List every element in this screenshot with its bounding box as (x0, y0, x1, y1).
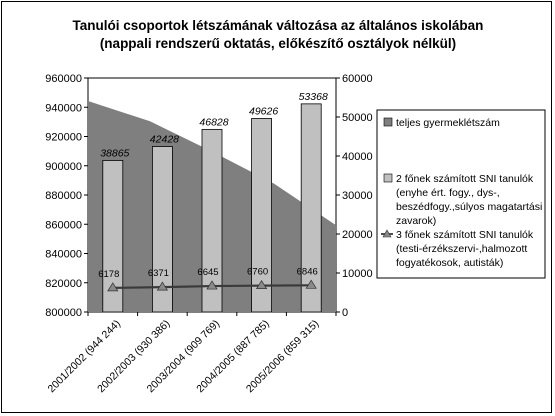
left-tick-label: 860000 (45, 219, 82, 231)
legend: teljes gyermeklétszám 2 főnek számított … (376, 109, 546, 279)
right-tick-label: 30000 (342, 190, 373, 202)
line-marker (305, 279, 317, 289)
left-tick-label: 880000 (45, 190, 82, 202)
line-marker (255, 279, 268, 289)
bar (102, 160, 124, 313)
legend-line-line-3: fogyatékosok, autisták) (396, 257, 503, 269)
bar-data-label: 53368 (299, 91, 328, 103)
left-tick-label: 900000 (45, 161, 82, 173)
bar (251, 118, 273, 313)
line-data-label: 6371 (148, 268, 169, 279)
chart-title: Tanulói csoportok létszámának változása … (73, 18, 484, 33)
left-tick-label: 960000 (45, 73, 82, 85)
right-tick-label: 20000 (342, 229, 373, 241)
left-tick-label: 840000 (45, 249, 82, 261)
line-data-label: 6846 (297, 266, 318, 277)
right-axis-ticks: 0 10000 20000 30000 40000 50000 60000 (336, 73, 373, 319)
line-marker (206, 280, 218, 290)
legend-bar-line-2: (enyhe ért. fogy., dys-, (396, 187, 500, 199)
right-tick-label: 0 (342, 307, 348, 319)
legend-label-bar: 2 főnek számított SNI tanulók (enyhe ért… (396, 173, 545, 227)
line-marker (156, 281, 169, 291)
data-labels-layer: 38865 42428 46828 49626 53368 6178 6371 6645 676… (98, 91, 328, 280)
legend-line-line-1: 3 főnek számított SNI tanulók (396, 229, 534, 241)
legend-bar-line-4: zavarok) (396, 215, 436, 227)
chart-subtitle: (nappali rendszerű oktatás, előkészítő o… (100, 36, 456, 51)
left-tick-label: 920000 (45, 132, 82, 144)
legend-label-area: teljes gyermeklétszám (396, 117, 500, 129)
legend-line-line-2: (testi-érzékszervi-,halmozott (396, 243, 527, 255)
bar-data-label: 49626 (249, 105, 278, 117)
right-tick-label: 10000 (342, 268, 373, 280)
bar (300, 103, 322, 313)
bar (151, 146, 173, 313)
line-series-layer (107, 279, 317, 292)
line-data-label: 6645 (197, 267, 218, 278)
right-tick-label: 50000 (342, 112, 373, 124)
left-axis-ticks: 800000 820000 840000 860000 880000 900000 9200… (45, 73, 88, 319)
line-data-label: 6760 (247, 267, 268, 278)
bar-data-label: 46828 (199, 116, 228, 128)
right-tick-label: 60000 (342, 73, 373, 85)
bar-series-layer (102, 103, 322, 313)
legend-swatch-marker (382, 229, 392, 238)
legend-bar-line-3: beszédfogy.,súlyos magatartási (396, 201, 542, 213)
line-marker (107, 282, 119, 292)
bar-data-label: 38865 (100, 147, 129, 159)
legend-swatch-area (383, 117, 393, 127)
legend-swatch-bar (383, 173, 393, 183)
legend-label-line: 3 főnek számított SNI tanulók (testi-érz… (396, 229, 536, 269)
left-tick-label: 820000 (45, 278, 82, 290)
bar-data-label: 42428 (150, 134, 179, 146)
right-tick-label: 40000 (342, 151, 373, 163)
left-tick-label: 800000 (45, 307, 82, 319)
legend-bar-line-1: 2 főnek számított SNI tanulók (396, 173, 534, 185)
left-tick-label: 940000 (45, 102, 82, 114)
legend-box (376, 109, 546, 279)
line-data-label: 6178 (98, 269, 119, 280)
bar (201, 128, 223, 313)
x-axis-ticks: 2001/2002 (944 244)2002/2003 (930 386)20… (45, 312, 337, 395)
